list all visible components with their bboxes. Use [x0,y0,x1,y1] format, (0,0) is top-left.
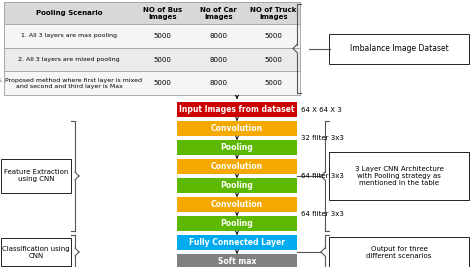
Text: 64 X 64 X 3: 64 X 64 X 3 [301,107,342,112]
Text: Pooling: Pooling [220,181,254,190]
Text: 5000: 5000 [154,80,171,86]
FancyBboxPatch shape [4,2,300,24]
Text: 1. All 3 layers are max pooling: 1. All 3 layers are max pooling [21,33,117,38]
Text: 2. All 3 layers are mixed pooling: 2. All 3 layers are mixed pooling [18,57,120,62]
Text: Output for three
different scenarios: Output for three different scenarios [366,245,432,258]
FancyBboxPatch shape [177,254,297,267]
Text: NO of Truck
Images: NO of Truck Images [250,6,297,19]
Text: 5000: 5000 [264,57,283,62]
FancyBboxPatch shape [4,2,300,95]
Text: 64 filter 3x3: 64 filter 3x3 [301,173,344,179]
Text: Imbalance Image Dataset: Imbalance Image Dataset [350,44,448,53]
Text: Pooling: Pooling [220,143,254,152]
FancyBboxPatch shape [177,235,297,250]
FancyBboxPatch shape [4,48,300,71]
FancyBboxPatch shape [329,237,469,267]
Text: Pooling: Pooling [220,219,254,228]
FancyBboxPatch shape [177,102,297,117]
FancyBboxPatch shape [177,178,297,193]
Text: No of Car
Images: No of Car Images [200,6,237,19]
Text: 8000: 8000 [210,33,228,39]
Text: Soft max: Soft max [218,257,256,266]
Text: Convolution: Convolution [211,124,263,133]
FancyBboxPatch shape [1,238,71,266]
Text: Pooling Scenario: Pooling Scenario [36,10,102,16]
Text: Classification using
CNN: Classification using CNN [2,245,70,258]
Text: 32 filter 3x3: 32 filter 3x3 [301,135,344,141]
Text: Fully Connected Layer: Fully Connected Layer [189,238,285,247]
FancyBboxPatch shape [177,197,297,212]
FancyBboxPatch shape [177,159,297,174]
FancyBboxPatch shape [4,24,300,48]
Text: 5000: 5000 [154,33,171,39]
FancyBboxPatch shape [177,216,297,231]
FancyBboxPatch shape [4,71,300,95]
Text: 8000: 8000 [210,57,228,62]
FancyBboxPatch shape [177,140,297,155]
Text: 3 Layer CNN Architecture
with Pooling strategy as
mentioned in the table: 3 Layer CNN Architecture with Pooling st… [355,166,444,186]
Text: 3. Proposed method where first layer is mixed
and second and third layer is Max: 3. Proposed method where first layer is … [0,78,142,89]
FancyBboxPatch shape [329,33,469,64]
Text: 64 filter 3x3: 64 filter 3x3 [301,211,344,217]
Text: NO of Bus
Images: NO of Bus Images [143,6,182,19]
Text: 8000: 8000 [210,80,228,86]
FancyBboxPatch shape [329,152,469,200]
FancyBboxPatch shape [1,159,71,193]
Text: Feature Extraction
using CNN: Feature Extraction using CNN [4,170,68,183]
Text: Convolution: Convolution [211,162,263,171]
Text: 5000: 5000 [264,33,283,39]
FancyBboxPatch shape [177,121,297,136]
Text: 5000: 5000 [264,80,283,86]
Text: 5000: 5000 [154,57,171,62]
Text: Convolution: Convolution [211,200,263,209]
Text: Input Images from dataset: Input Images from dataset [179,105,295,114]
